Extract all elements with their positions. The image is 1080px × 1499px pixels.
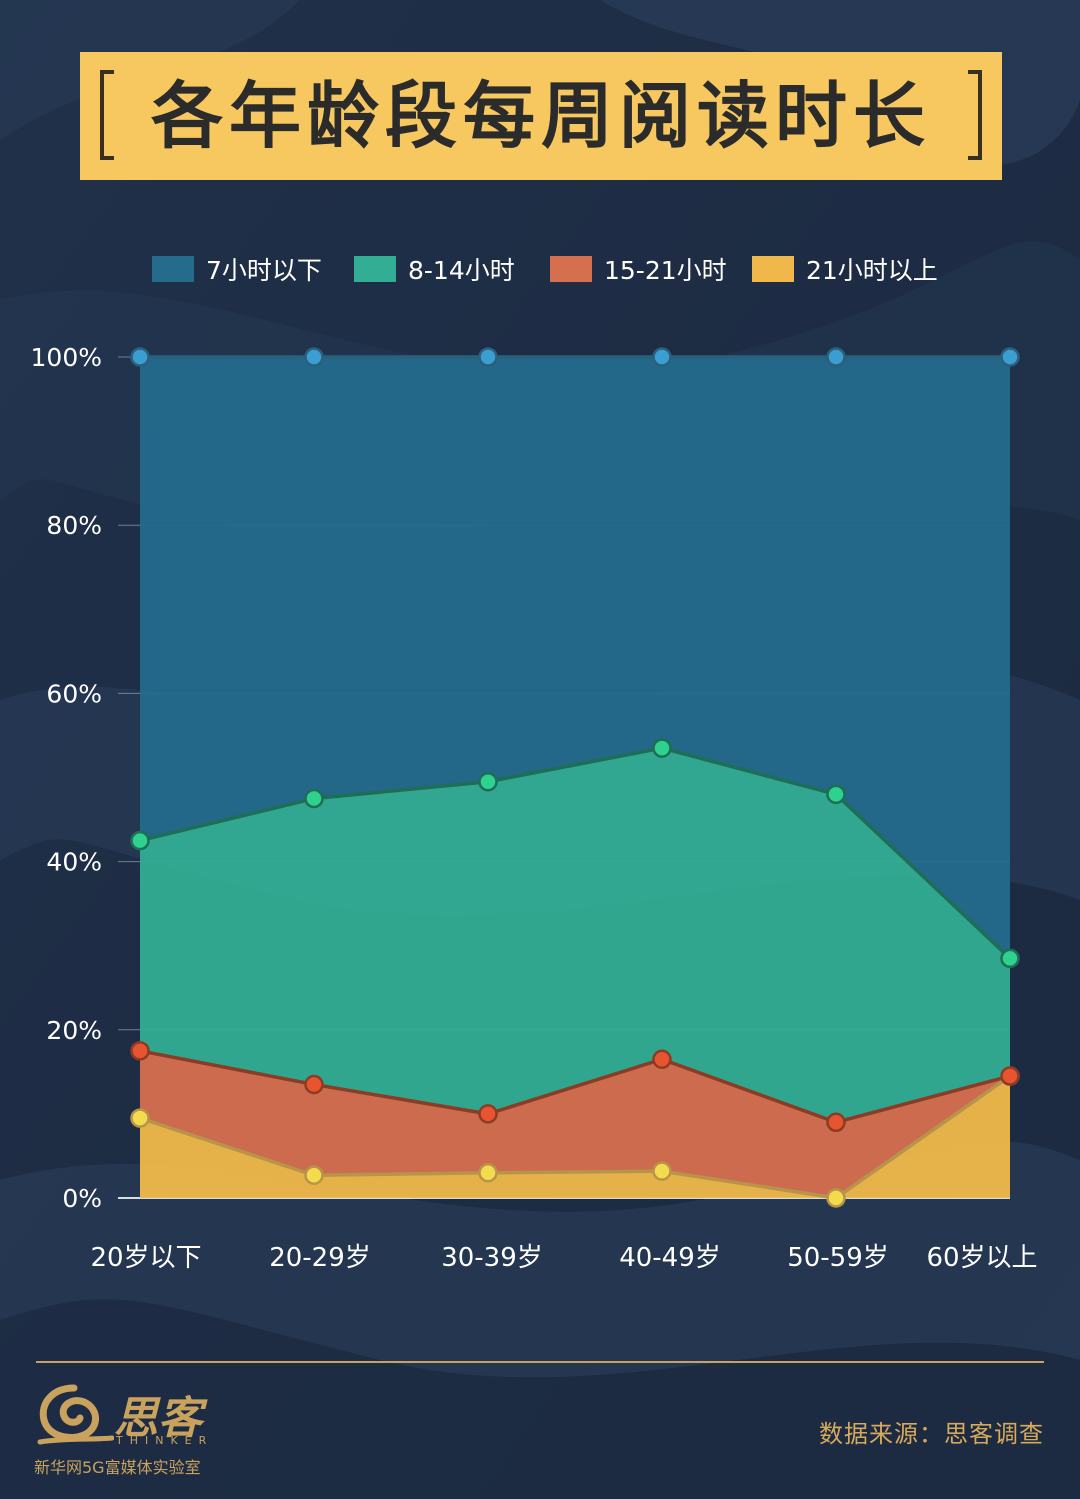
point-15-21小时[interactable] (130, 1041, 150, 1061)
point-15-21小时[interactable] (1000, 1066, 1020, 1086)
point-8-14小时[interactable] (826, 784, 846, 805)
point-7小时以下[interactable] (478, 347, 498, 367)
legend-swatch (354, 256, 396, 282)
data-source: 数据来源：思客调查 (819, 1420, 1044, 1448)
logo-swirl-icon (37, 1384, 114, 1445)
legend-item[interactable]: 15-21小时 (550, 256, 727, 285)
y-tick-label: 0% (62, 1184, 102, 1213)
thinker-logo: 思客 THINKER 新华网5G富媒体实验室 (34, 1378, 234, 1478)
point-8-14小时[interactable] (1000, 948, 1020, 969)
point-21小时以上[interactable] (652, 1161, 672, 1181)
x-tick-label: 20-29岁 (269, 1243, 371, 1273)
legend-item[interactable]: 7小时以下 (152, 256, 322, 285)
point-21小时以上[interactable] (826, 1188, 846, 1208)
y-axis: 0% 20% 40% 60% 80% 100% (31, 343, 102, 1213)
point-7小时以下[interactable] (130, 347, 150, 367)
point-15-21小时[interactable] (304, 1074, 324, 1095)
legend-item[interactable]: 8-14小时 (354, 256, 515, 285)
right-bracket (968, 70, 982, 160)
point-21小时以上[interactable] (130, 1108, 150, 1128)
title-banner: 各年龄段每周阅读时长 (80, 52, 1002, 180)
line-21小时以上 (139, 1074, 1012, 1200)
line-8-14小时 (139, 746, 1012, 960)
legend-label: 7小时以下 (206, 256, 322, 285)
legend-label: 8-14小时 (408, 256, 515, 285)
chart-title: 各年龄段每周阅读时长 (150, 74, 931, 158)
point-15-21小时[interactable] (652, 1049, 672, 1069)
legend-label: 15-21小时 (604, 256, 727, 285)
point-8-14小时[interactable] (130, 830, 150, 851)
y-tick-label: 40% (46, 848, 102, 877)
point-7小时以下[interactable] (652, 347, 672, 367)
point-15-21小时[interactable] (478, 1104, 498, 1124)
x-tick-label: 40-49岁 (619, 1243, 721, 1273)
point-8-14小时[interactable] (652, 738, 672, 758)
point-15-21小时[interactable] (826, 1112, 846, 1133)
series-lines (139, 355, 1012, 1200)
left-bracket (100, 70, 114, 160)
line-15-21小时 (139, 1049, 1011, 1125)
legend-swatch (550, 256, 592, 282)
y-tick-label: 60% (46, 679, 102, 708)
logo-name: 思客 (114, 1393, 202, 1444)
area-15-21小时 (140, 1050, 1010, 1198)
point-8-14小时[interactable] (478, 771, 498, 792)
y-tick-label: 20% (46, 1016, 102, 1045)
area-7小时以下 (140, 357, 1010, 959)
data-markers (130, 347, 1020, 1208)
logo-organization: 新华网5G富媒体实验室 (34, 1458, 201, 1477)
point-21小时以上[interactable] (478, 1163, 498, 1183)
x-tick-label: 20岁以下 (90, 1243, 201, 1273)
x-tick-label: 30-39岁 (441, 1243, 543, 1273)
legend-swatch (752, 256, 794, 282)
y-tick-label: 80% (46, 511, 102, 540)
point-21小时以上[interactable] (304, 1165, 324, 1186)
footer-divider (36, 1361, 1044, 1363)
point-8-14小时[interactable] (304, 788, 324, 809)
legend-label: 21小时以上 (806, 256, 938, 285)
legend-swatch (152, 256, 194, 282)
area-8-14小时 (140, 748, 1010, 1123)
legend: 7小时以下 8-14小时 15-21小时 21小时以上 (152, 256, 938, 285)
point-7小时以下[interactable] (1000, 347, 1020, 367)
x-tick-label: 60岁以上 (926, 1243, 1037, 1273)
area-layers (140, 357, 1010, 1198)
legend-item[interactable]: 21小时以上 (752, 256, 938, 285)
stacked-area-chart: 7小时以下 8-14小时 15-21小时 21小时以上 0% 20% 40% 60% 80% 1… (31, 256, 1038, 1273)
x-tick-label: 50-59岁 (787, 1243, 889, 1273)
point-7小时以下[interactable] (304, 347, 324, 367)
logo-subtitle: THINKER (116, 1434, 214, 1447)
y-tick-label: 100% (31, 343, 102, 372)
x-axis: 20岁以下 20-29岁 30-39岁 40-49岁 50-59岁 60岁以上 (90, 1243, 1037, 1273)
point-7小时以下[interactable] (826, 347, 846, 367)
